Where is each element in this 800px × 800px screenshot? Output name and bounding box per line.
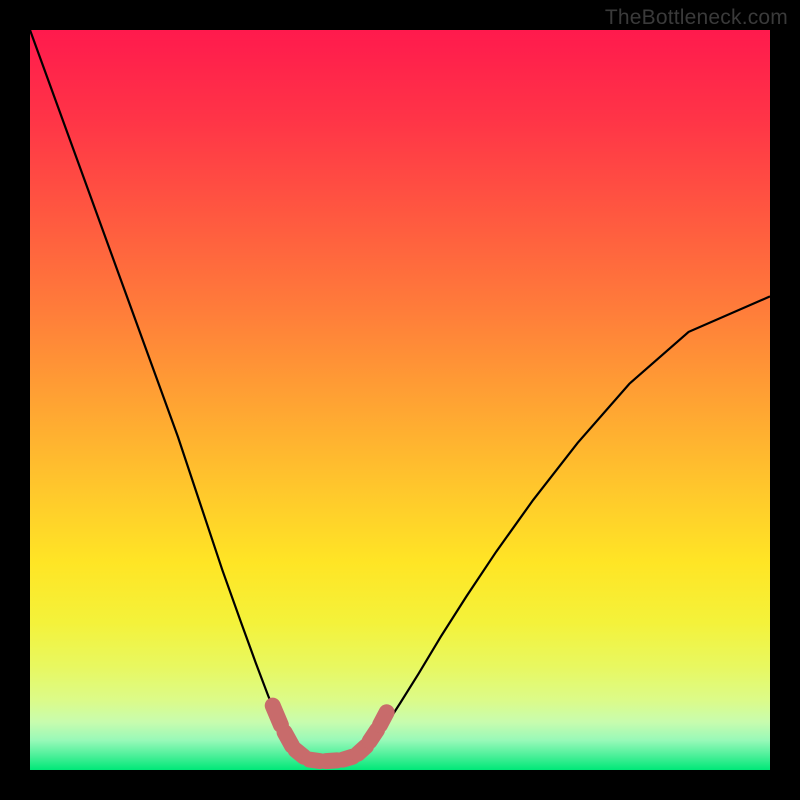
- plot-background: [30, 30, 770, 770]
- watermark-text: TheBottleneck.com: [605, 6, 788, 30]
- highlight-segment: [285, 732, 292, 745]
- highlight-segment: [273, 706, 281, 725]
- highlight-segment: [296, 750, 304, 757]
- bottleneck-chart: [0, 0, 800, 800]
- highlight-segment: [380, 712, 387, 725]
